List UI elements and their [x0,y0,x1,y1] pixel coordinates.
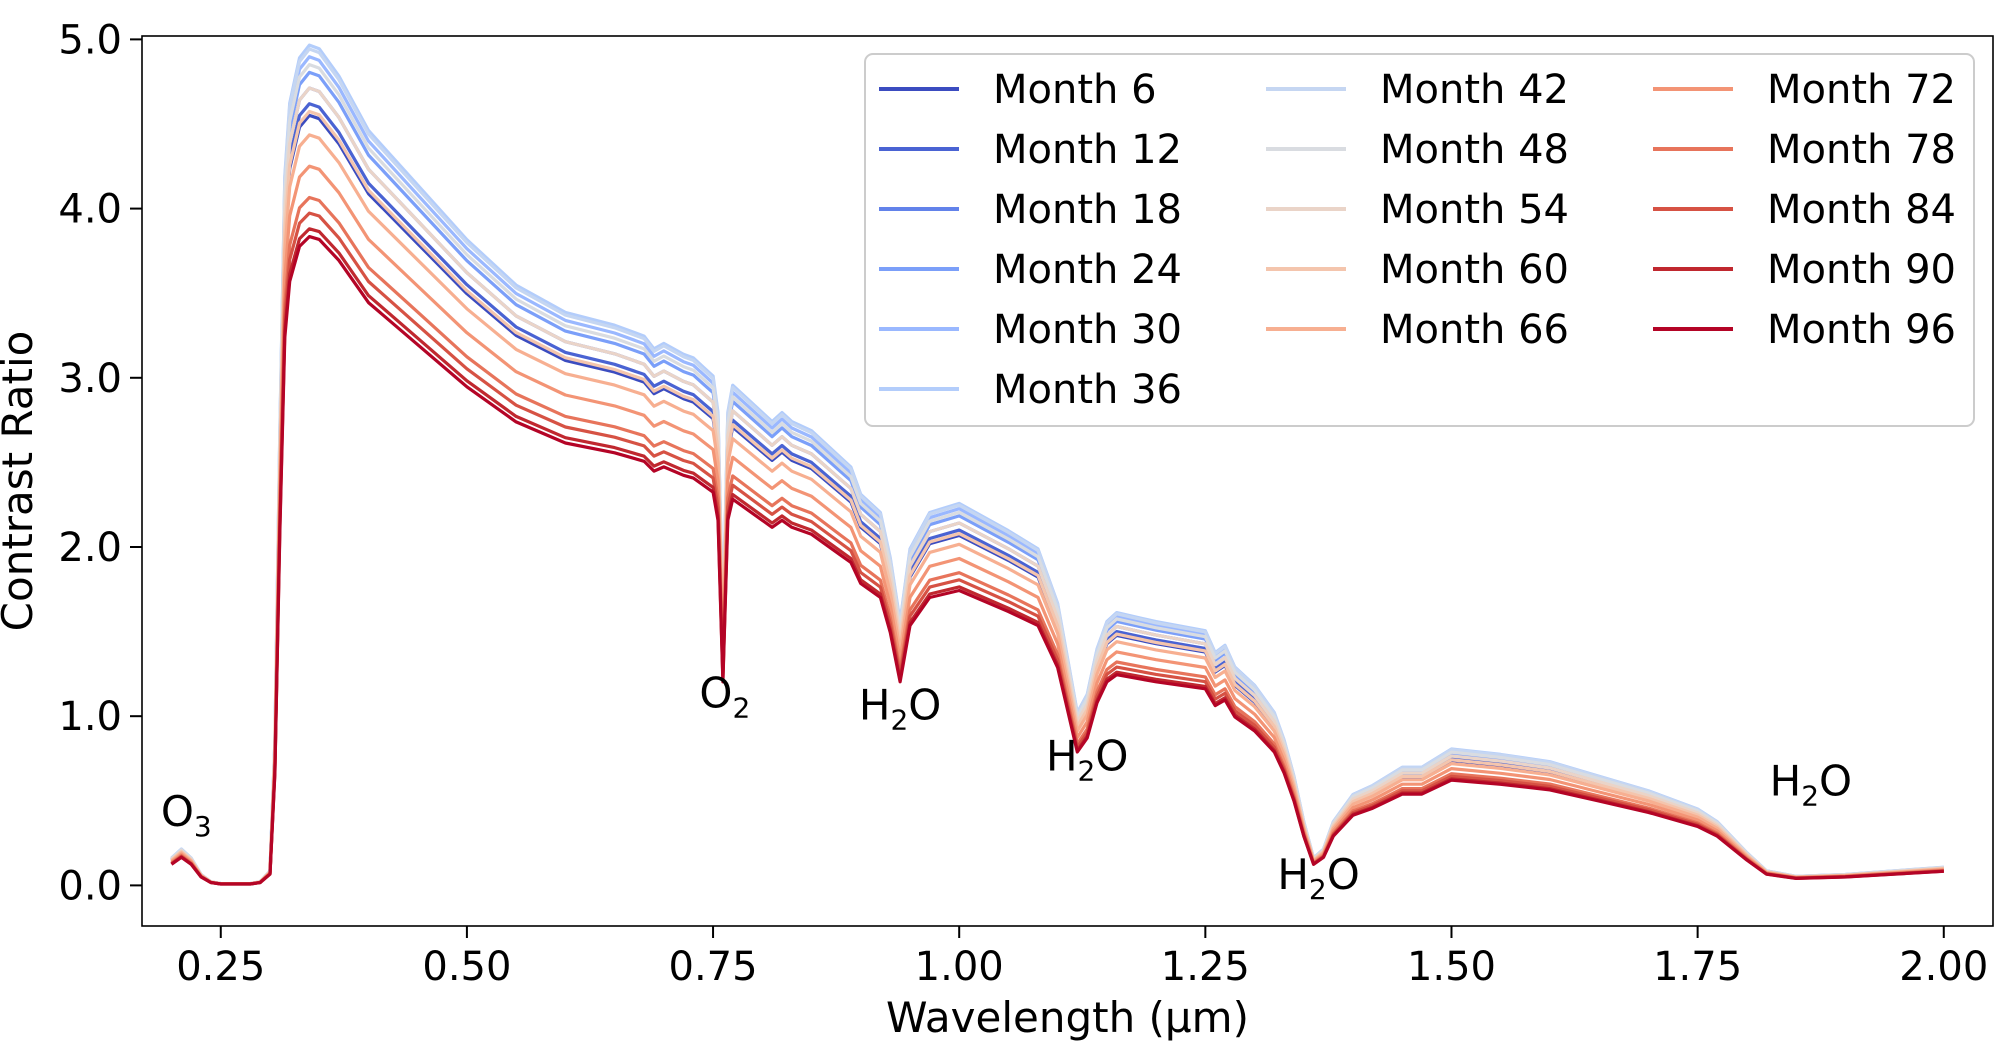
molecule-label: H2O [1277,850,1359,906]
series-line-month-72 [170,164,1944,886]
series-line-month-48 [170,62,1944,886]
x-tick-label: 0.25 [176,944,265,990]
x-tick-label: 2.00 [1899,944,1988,990]
y-axis: 0.0 1.0 2.0 3.0 4.0 5.0 [58,17,142,909]
molecule-label: H2O [859,681,941,737]
x-axis: 0.25 0.50 0.75 1.00 1.25 1.50 1.75 2.00 [176,926,1988,990]
y-tick-label: 3.0 [58,356,122,402]
legend-label: Month 72 [1767,67,1956,113]
x-tick-label: 0.75 [669,944,758,990]
legend: Month 6 Month 12 Month 18 Month 24 Month 30 M… [864,53,1975,427]
legend-label: Month 24 [993,247,1182,293]
molecule-label: H2O [1770,757,1852,813]
x-tick-label: 1.50 [1407,944,1496,990]
series-line-month-42 [170,47,1944,886]
y-tick-label: 4.0 [58,187,122,233]
y-tick-label: 0.0 [58,863,122,909]
legend-label: Month 66 [1380,307,1569,353]
legend-label: Month 54 [1380,187,1569,233]
legend-label: Month 84 [1767,187,1956,233]
y-axis-label: Contrast Ratio [0,331,42,632]
legend-label: Month 18 [993,187,1182,233]
legend-label: Month 12 [993,127,1182,173]
y-tick-label: 1.0 [58,694,122,740]
x-tick-label: 1.00 [915,944,1004,990]
legend-label: Month 90 [1767,247,1956,293]
plot-frame [141,35,1994,927]
molecule-annotations: O3 O2 H2O H2O H2O H2O [161,669,1852,906]
y-tick-label: 2.0 [58,525,122,571]
series-line-month-54 [170,86,1944,886]
legend-label: Month 30 [993,307,1182,353]
y-tick-label: 5.0 [58,17,122,63]
x-tick-label: 0.50 [422,944,511,990]
legend-label: Month 36 [993,367,1182,413]
series-line-month-78 [170,195,1944,886]
series-layer [170,43,1944,886]
legend-label: Month 60 [1380,247,1569,293]
series-line-month-96 [170,235,1944,886]
molecule-label: H2O [1046,731,1128,787]
legend-label: Month 48 [1380,127,1569,173]
legend-label: Month 42 [1380,67,1569,113]
molecule-label: O3 [161,787,212,843]
x-axis-label: Wavelength (μm) [886,993,1249,1042]
x-tick-label: 1.75 [1653,944,1742,990]
series-line-month-66 [170,133,1944,886]
series-line-month-84 [170,211,1944,886]
x-tick-label: 1.25 [1161,944,1250,990]
legend-label: Month 6 [993,67,1157,113]
legend-label: Month 96 [1767,307,1956,353]
legend-label: Month 78 [1767,127,1956,173]
molecule-label: O2 [699,669,750,725]
series-line-month-60 [170,109,1944,886]
